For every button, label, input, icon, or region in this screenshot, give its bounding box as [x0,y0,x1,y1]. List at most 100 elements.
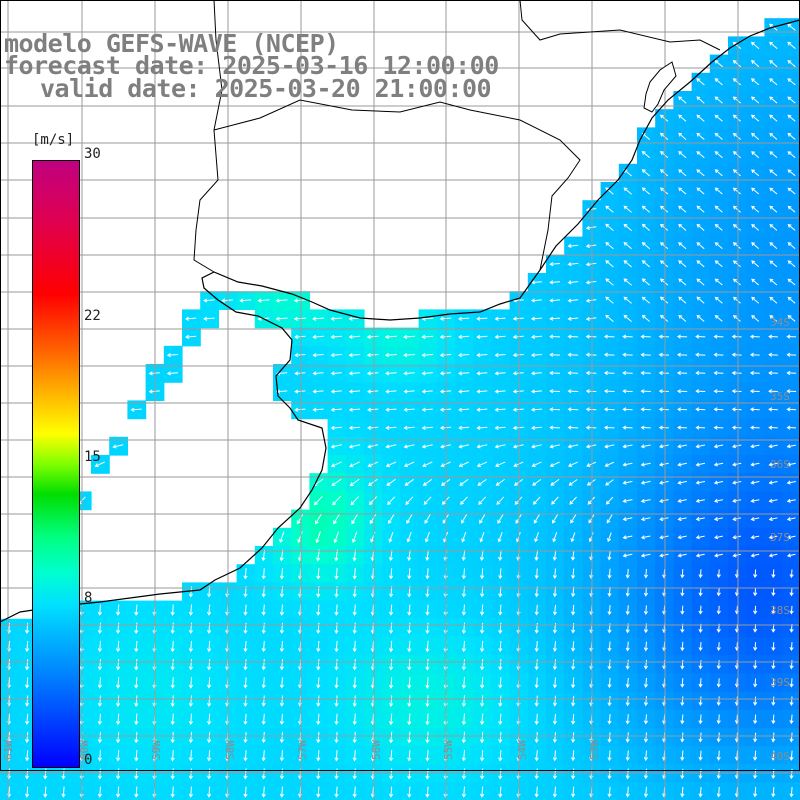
wind-arrow [714,78,723,86]
wind-arrow [352,750,357,762]
wind-arrow [625,786,630,798]
wind-arrow [750,516,760,522]
wind-arrow [714,535,723,540]
wind-arrow [476,352,488,358]
wind-arrow [24,677,30,689]
wind-arrow [425,713,430,726]
wind-arrow [731,352,742,357]
wind-arrow [385,389,397,394]
wind-arrow [789,605,794,615]
wind-arrow [677,553,687,558]
wind-arrow [94,461,105,468]
wind-arrow [696,314,705,322]
wind-arrow [786,516,796,522]
wind-arrow [407,568,412,580]
wind-arrow [786,535,796,540]
wind-arrow [750,553,760,558]
wind-arrow [534,731,539,744]
wind-arrow [640,425,651,430]
wind-arrow [188,713,194,726]
wind-arrow [769,78,778,86]
wind-arrow [352,677,357,689]
wind-arrow [786,389,797,394]
longitude-label: 53W [588,740,601,760]
wind-arrow [188,659,193,671]
wind-arrow [385,444,397,449]
wind-arrow [622,480,633,485]
wind-arrow [695,425,706,430]
wind-arrow [312,371,324,376]
wind-arrow [134,786,139,798]
wind-arrow [571,750,576,762]
wind-arrow [696,151,705,159]
wind-arrow [531,425,542,430]
wind-arrow [330,425,342,431]
wind-arrow [275,298,288,303]
wind-arrow [403,334,416,340]
wind-arrow [789,678,794,688]
wind-arrow [567,298,579,303]
wind-arrow [407,622,412,635]
wind-arrow [750,78,760,86]
wind-arrow [680,659,685,670]
wind-arrow [330,334,343,340]
wind-arrow [732,41,742,49]
wind-arrow [334,659,339,671]
wind-arrow [640,498,651,503]
wind-arrow [294,389,306,394]
wind-arrow [312,316,324,321]
wind-arrow [769,242,778,249]
wind-arrow [206,731,212,744]
longitude-label: 54W [516,740,529,760]
wind-arrow [188,750,194,762]
wind-arrow [750,59,760,68]
wind-arrow [367,444,379,449]
wind-arrow [622,334,633,339]
wind-arrow [713,480,724,485]
wind-arrow [641,260,651,268]
country-border [519,0,721,51]
wind-arrow [387,496,396,505]
wind-arrow [623,314,632,322]
wind-arrow [714,314,723,322]
wind-arrow [786,462,796,467]
wind-arrow [243,604,248,616]
wind-arrow [640,370,651,376]
wind-arrow [622,553,633,558]
wind-arrow [768,480,778,485]
wind-arrow [549,407,561,412]
wind-arrow [312,334,324,340]
wind-arrow [334,604,339,616]
wind-arrow [279,786,285,798]
wind-arrow [716,678,721,688]
wind-arrow [424,531,430,543]
wind-arrow [678,278,687,286]
wind-arrow [313,495,323,506]
wind-arrow [605,223,614,231]
wind-arrow [134,713,139,726]
wind-arrow [206,695,212,707]
wind-arrow [97,659,103,671]
wind-arrow [348,407,361,412]
wind-arrow [787,169,796,177]
wind-arrow [698,786,703,798]
wind-arrow [753,714,758,725]
wind-arrow [422,478,433,486]
wind-arrow [425,550,430,562]
wind-arrow [677,425,688,430]
wind-arrow [769,41,778,49]
wind-arrow [695,516,705,522]
wind-arrow [552,695,558,707]
wind-arrow [498,677,503,689]
wind-arrow [479,568,485,580]
wind-arrow [334,695,339,707]
wind-arrow [695,480,705,485]
axis-labels: 61W 60W 59W 58W 57W 56W 55W 54W 53W 34S 35S 36S 37S 3… [2,316,790,763]
wind-arrow [316,786,321,798]
wind-arrow [571,786,576,798]
wind-arrow [731,425,742,430]
wind-arrow [787,260,796,268]
wind-arrow [769,223,778,231]
wind-arrow [769,205,778,213]
